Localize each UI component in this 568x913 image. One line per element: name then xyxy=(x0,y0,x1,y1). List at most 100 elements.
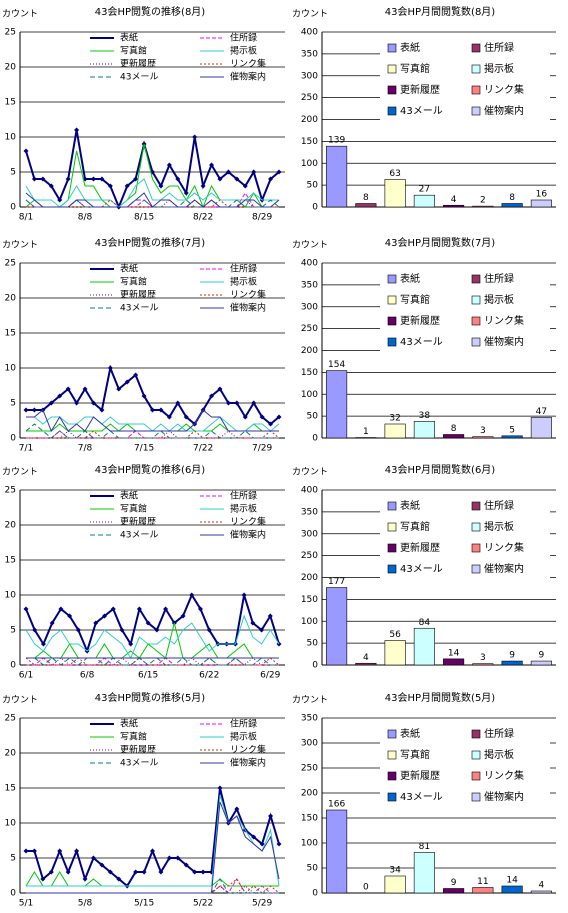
y-tick-label: 100 xyxy=(301,617,318,627)
legend-label: 写真館 xyxy=(400,748,430,761)
y-axis-label: カウント xyxy=(292,467,328,478)
legend-label: 催物案内 xyxy=(484,104,524,117)
series-line xyxy=(26,788,279,886)
bar xyxy=(531,661,551,665)
x-tick-label: 8/15 xyxy=(134,213,154,223)
legend-swatch xyxy=(472,338,480,346)
value-label: 47 xyxy=(536,407,547,417)
series-line xyxy=(26,623,279,658)
y-tick-label: 250 xyxy=(301,324,318,334)
legend-label: 催物案内 xyxy=(230,529,266,541)
x-tick-label: 5/22 xyxy=(193,899,213,909)
value-label: 4 xyxy=(539,881,545,891)
legend-label: 掲示板 xyxy=(484,520,514,533)
y-tick-label: 25 xyxy=(5,28,16,38)
legend-swatch xyxy=(472,502,480,510)
bar xyxy=(473,206,493,207)
legend-label: リンク集 xyxy=(230,516,266,528)
series-line xyxy=(26,886,279,893)
legend-swatch xyxy=(388,793,396,801)
y-tick-label: 20 xyxy=(5,63,17,73)
legend-label: 住所録 xyxy=(484,499,514,512)
x-tick-label: 5/1 xyxy=(19,899,33,909)
legend-label: 表紙 xyxy=(120,32,138,44)
value-label: 84 xyxy=(419,618,431,628)
series-line xyxy=(26,872,279,886)
y-tick-label: 25 xyxy=(5,714,16,724)
legend-swatch xyxy=(388,296,396,304)
bar xyxy=(443,205,463,207)
legend-label: 住所録 xyxy=(230,718,257,730)
legend-swatch xyxy=(388,65,396,73)
legend-swatch xyxy=(388,502,396,510)
y-tick-label: 200 xyxy=(301,789,318,799)
legend-label: 表紙 xyxy=(120,718,138,730)
y-tick-label: 400 xyxy=(301,259,318,269)
data-point xyxy=(242,593,247,598)
y-tick-label: 10 xyxy=(5,133,17,143)
legend-label: リンク集 xyxy=(230,744,266,756)
bar xyxy=(414,628,434,665)
value-label: 38 xyxy=(419,411,431,421)
legend-label: 表紙 xyxy=(400,727,420,740)
value-label: 27 xyxy=(419,185,430,195)
legend-swatch xyxy=(388,86,396,94)
bar xyxy=(502,661,522,665)
y-tick-label: 20 xyxy=(5,749,17,759)
series-line xyxy=(26,616,279,658)
legend-label: 表紙 xyxy=(400,499,420,512)
y-tick-label: 250 xyxy=(301,93,318,103)
legend-swatch xyxy=(472,544,480,552)
bar xyxy=(531,200,551,207)
bar xyxy=(473,437,493,438)
bar xyxy=(443,659,463,665)
x-tick-label: 5/8 xyxy=(78,899,93,909)
x-tick-label: 6/1 xyxy=(19,671,33,681)
bar xyxy=(531,891,551,893)
legend-swatch xyxy=(472,86,480,94)
legend-label: リンク集 xyxy=(484,83,524,96)
bar xyxy=(531,417,551,438)
value-label: 32 xyxy=(389,414,400,424)
legend-label: 掲示板 xyxy=(230,731,257,743)
data-point xyxy=(32,408,37,413)
bar xyxy=(385,641,405,666)
x-tick-label: 7/1 xyxy=(19,444,33,454)
y-tick-label: 350 xyxy=(301,507,318,517)
y-tick-label: 150 xyxy=(301,368,318,378)
y-tick-label: 100 xyxy=(301,390,318,400)
legend-label: 表紙 xyxy=(120,490,138,502)
y-axis-label: カウント xyxy=(2,467,38,478)
legend-label: 掲示板 xyxy=(484,62,514,75)
value-label: 16 xyxy=(536,190,548,200)
value-label: 9 xyxy=(509,651,515,661)
bar xyxy=(414,195,434,207)
legend-label: 住所録 xyxy=(230,263,257,275)
legend-swatch xyxy=(388,565,396,573)
legend-swatch xyxy=(388,544,396,552)
y-tick-label: 200 xyxy=(301,573,318,583)
x-tick-label: 5/29 xyxy=(252,899,272,909)
legend-label: 催物案内 xyxy=(484,790,524,803)
chart-title: 43会HP月間閲覧数(8月) xyxy=(385,5,496,18)
value-label: 14 xyxy=(506,876,518,886)
y-tick-label: 350 xyxy=(301,49,318,59)
chart-title: 43会HP月間閲覧数(7月) xyxy=(385,236,496,249)
y-tick-label: 150 xyxy=(301,137,318,147)
y-tick-label: 50 xyxy=(307,181,319,191)
legend-label: 表紙 xyxy=(400,41,420,54)
legend-label: 掲示板 xyxy=(230,503,257,515)
data-point xyxy=(277,842,282,847)
series-line xyxy=(26,130,279,207)
y-tick-label: 150 xyxy=(301,814,318,824)
y-tick-label: 0 xyxy=(10,661,16,671)
legend-label: 43メール xyxy=(400,337,443,348)
bar xyxy=(356,204,376,208)
value-label: 8 xyxy=(509,193,515,203)
legend-swatch xyxy=(472,751,480,759)
legend-label: 表紙 xyxy=(400,272,420,285)
chart-title: 43会HP閲覧の推移(5月) xyxy=(95,691,206,704)
value-label: 9 xyxy=(451,878,457,888)
legend-swatch xyxy=(472,317,480,325)
